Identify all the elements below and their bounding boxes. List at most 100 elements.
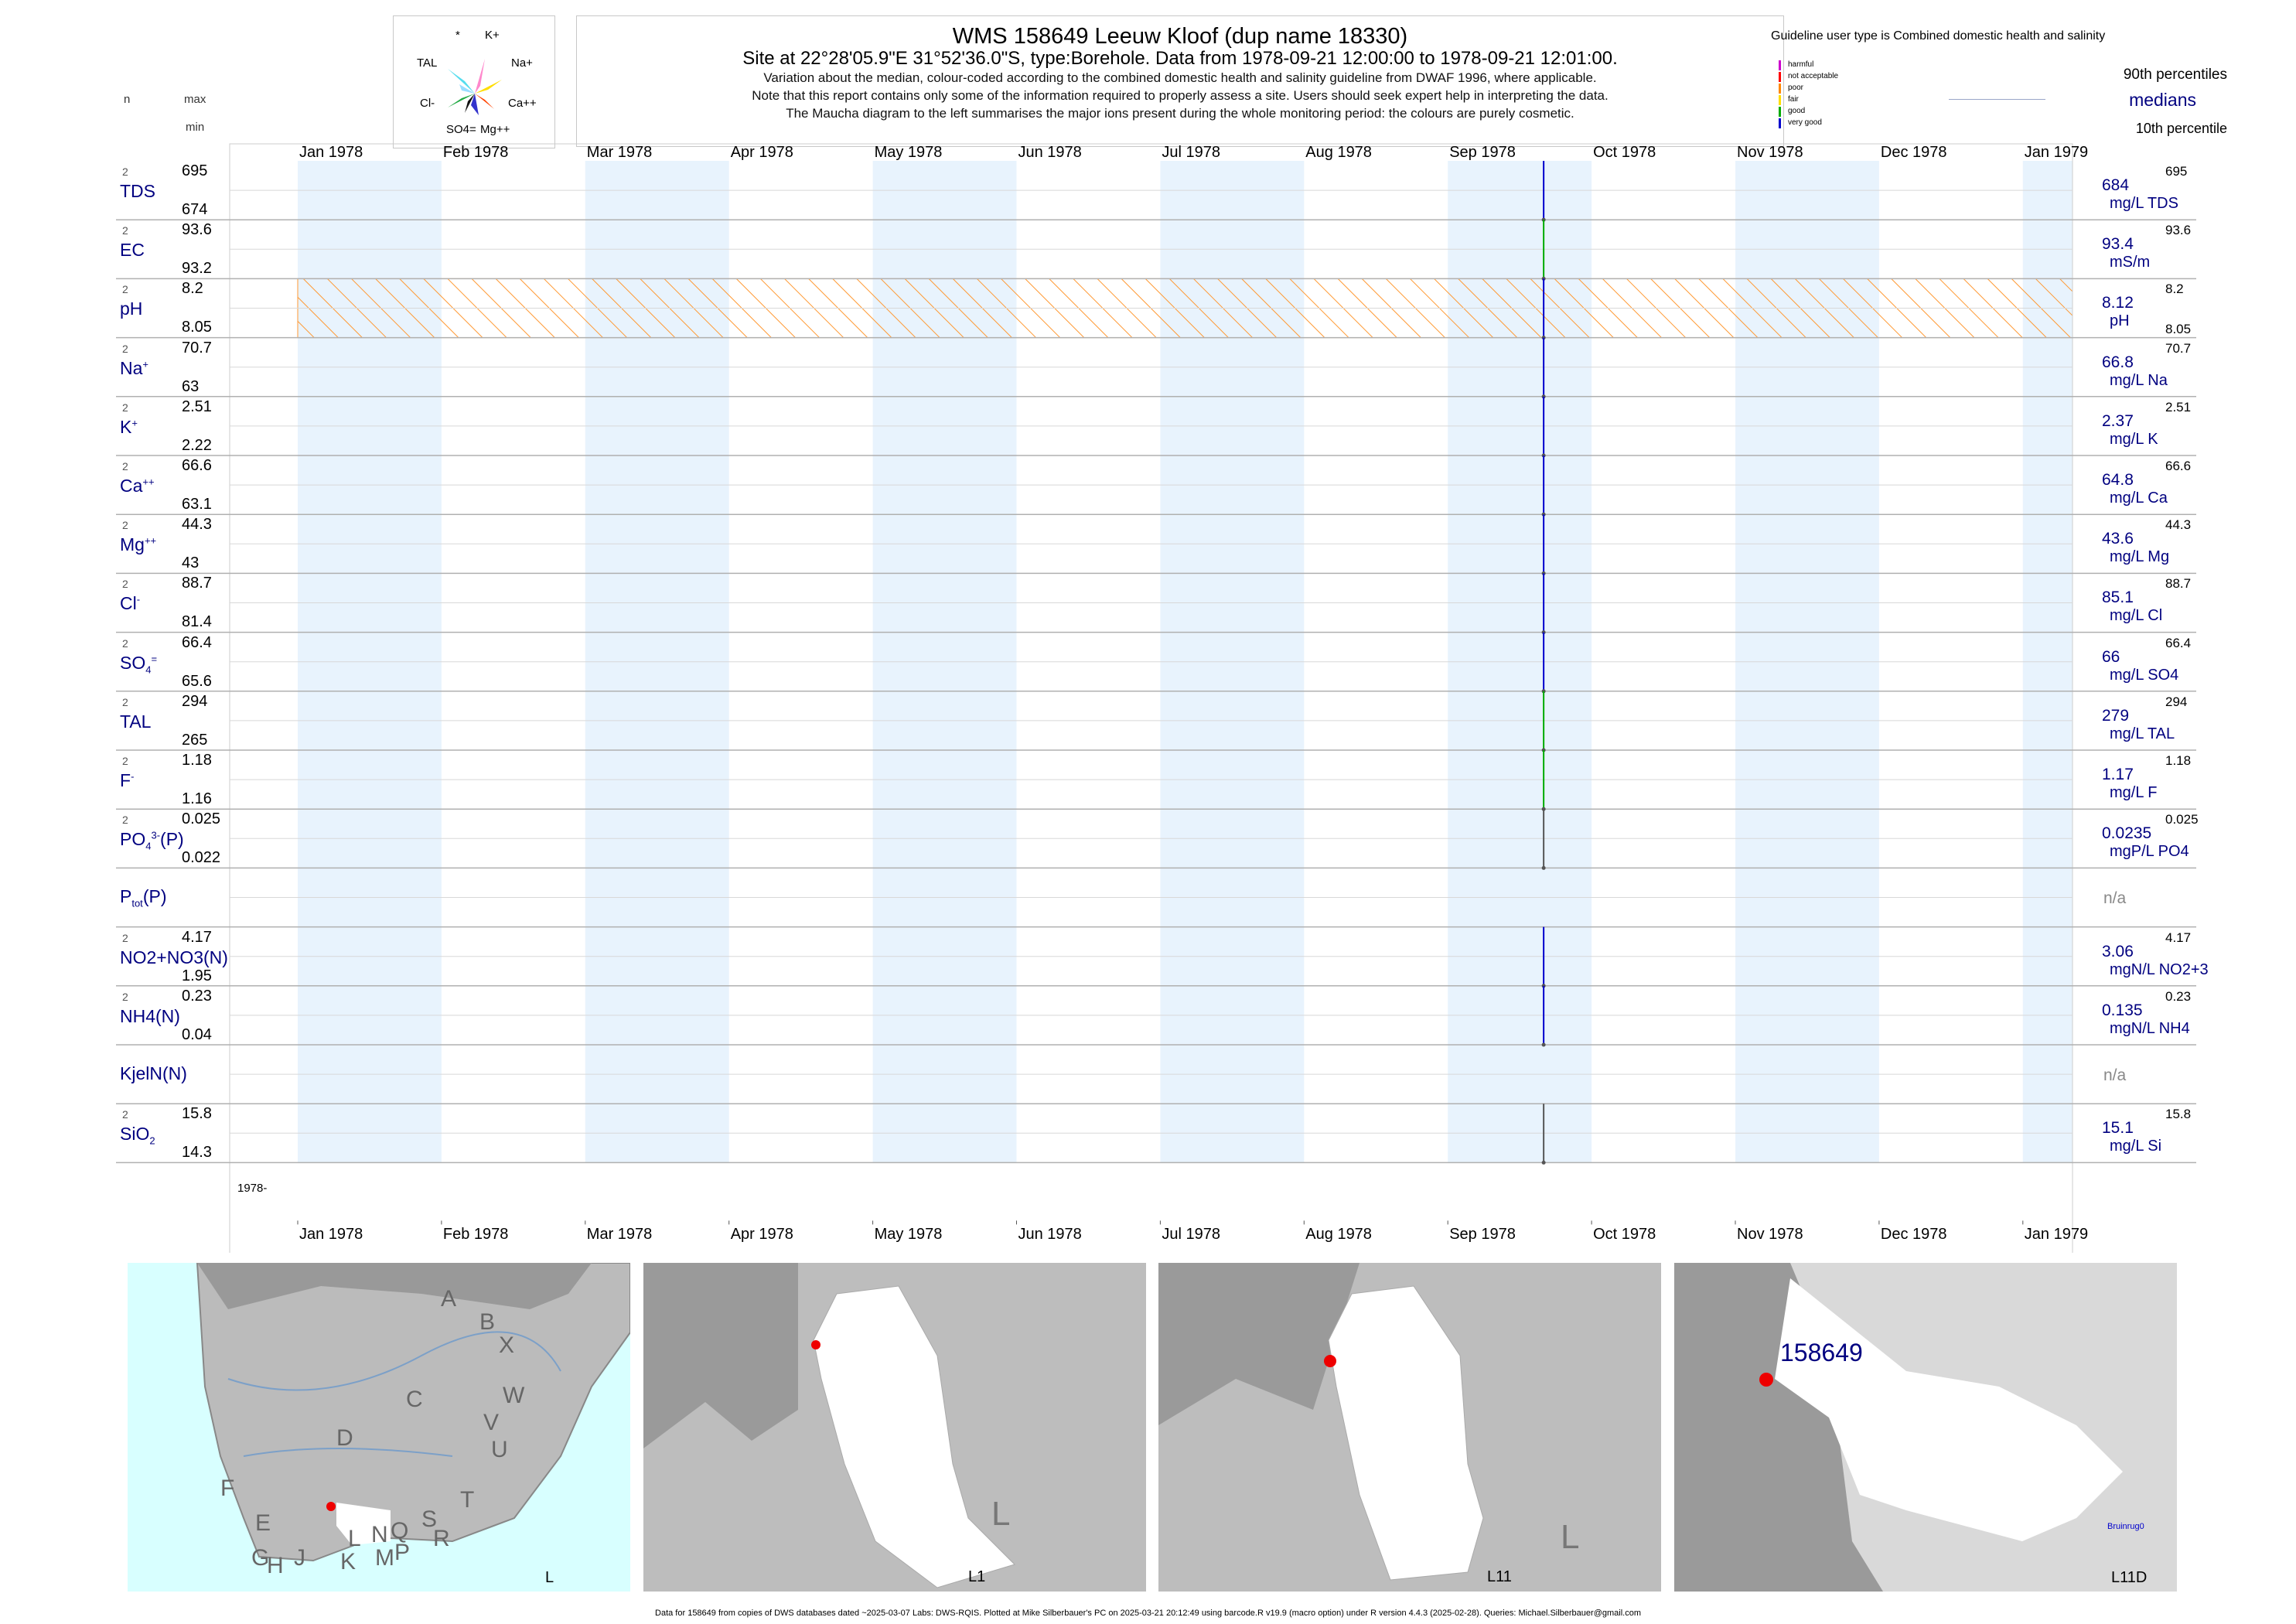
legend-swatch <box>1779 72 1781 82</box>
map-big-label: L <box>991 1495 1011 1533</box>
row-unit: mg/L K <box>2110 430 2158 448</box>
row-median: 0.0235 <box>2102 824 2152 843</box>
map-corner-label: L <box>545 1569 554 1586</box>
row-max: 294 <box>182 692 208 710</box>
map-region-label: B <box>479 1309 496 1335</box>
maucha-label: Na+ <box>511 56 533 70</box>
row-min: 14.3 <box>182 1144 212 1162</box>
row-unit: mgN/L NO2+3 <box>2110 960 2209 978</box>
row-n: 2 <box>122 1108 128 1121</box>
row-rmax: 4.17 <box>2165 930 2192 945</box>
map-region-label: E <box>255 1510 271 1536</box>
map-corner-label: L1 <box>968 1568 986 1585</box>
legend-swatch <box>1779 84 1781 94</box>
row-min: 65.6 <box>182 672 212 690</box>
row-min: 93.2 <box>182 260 212 278</box>
row-label: Na+ <box>120 357 148 378</box>
month-tick-label: Jan 1979 <box>2024 144 2089 161</box>
row-label: TAL <box>120 711 152 732</box>
row-n: 2 <box>122 695 128 708</box>
row-median: n/a <box>2103 889 2127 908</box>
map-site-label: 158649 <box>1780 1339 1863 1366</box>
report-note: The Maucha diagram to the left summarise… <box>786 106 1574 121</box>
sample-point <box>1541 865 1546 870</box>
row-max: 695 <box>182 162 208 179</box>
map-l1: L1 L <box>643 1263 1146 1592</box>
row-median: 684 <box>2102 176 2130 194</box>
row-max: 93.6 <box>182 221 212 239</box>
month-tick-label: May 1978 <box>874 144 943 161</box>
map-big-label: L <box>1561 1518 1580 1556</box>
year-label: 1978- <box>237 1182 268 1196</box>
row-min: 1.95 <box>182 967 212 984</box>
month-tick-label: Aug 1978 <box>1305 144 1372 161</box>
row-min: 63 <box>182 377 200 395</box>
row-label: PO43-(P) <box>120 829 184 852</box>
legend-swatch <box>1779 107 1781 117</box>
legend-class-label: fair <box>1788 95 1799 104</box>
row-max: 15.8 <box>182 1105 212 1123</box>
row-max: 0.23 <box>182 987 212 1005</box>
month-tick-label: Jan 1979 <box>2024 1226 2089 1244</box>
map-region-label: U <box>491 1437 508 1462</box>
legend: Guideline user type is Combined domestic… <box>1771 29 2235 145</box>
row-max: 66.6 <box>182 457 212 474</box>
row-n: 2 <box>122 460 128 473</box>
row-n: 2 <box>122 342 128 355</box>
month-tick-label: Jun 1978 <box>1018 144 1082 161</box>
legend-swatch <box>1779 60 1781 70</box>
row-min: 81.4 <box>182 613 212 631</box>
row-min: 265 <box>182 731 208 749</box>
legend-class-label: poor <box>1788 84 1804 92</box>
legend-class-label: good <box>1788 107 1806 115</box>
map-corner-label: L11 <box>1487 1568 1512 1585</box>
row-label: Ptot(P) <box>120 886 167 909</box>
month-tick-label: Jul 1978 <box>1162 144 1221 161</box>
maucha-diagram: * K+ TAL Na+ Cl- Ca++ SO4= Mg++ <box>393 15 555 148</box>
row-median: 66 <box>2102 647 2120 666</box>
report-title: WMS 158649 Leeuw Kloof (dup name 18330) <box>952 24 1408 49</box>
report-subtitle: Site at 22°28'05.9"E 31°52'36.0"S, type:… <box>742 48 1618 69</box>
map-region-label: H <box>267 1553 284 1578</box>
row-rmax: 0.23 <box>2165 988 2192 1004</box>
legend-swatch <box>1779 95 1781 105</box>
row-max: 4.17 <box>182 928 212 946</box>
month-tick-label: Jan 1978 <box>299 1226 363 1244</box>
row-rmax: 695 <box>2165 164 2188 179</box>
map-region-label: D <box>336 1425 353 1451</box>
row-min: 674 <box>182 201 208 218</box>
row-max: 8.2 <box>182 280 203 298</box>
map-region-label: J <box>294 1545 305 1571</box>
month-tick-label: Oct 1978 <box>1593 144 1656 161</box>
month-tick-label: Dec 1978 <box>1880 144 1947 161</box>
row-label: Mg++ <box>120 534 157 555</box>
row-label: KjelN(N) <box>120 1063 187 1083</box>
row-label: F- <box>120 770 135 790</box>
row-max: 70.7 <box>182 339 212 357</box>
legend-swatch <box>1779 118 1781 128</box>
month-tick-label: Jan 1978 <box>299 144 363 161</box>
map-region-label: V <box>483 1410 500 1435</box>
report-note: Note that this report contains only some… <box>752 88 1609 103</box>
legend-p10: 10th percentile <box>2135 121 2227 136</box>
row-min: 63.1 <box>182 496 212 513</box>
month-tick-label: Oct 1978 <box>1593 1226 1656 1244</box>
row-median: n/a <box>2103 1066 2127 1084</box>
map-region-label: L <box>348 1526 361 1551</box>
row-n: 2 <box>122 283 128 296</box>
month-tick-label: Aug 1978 <box>1305 1226 1372 1244</box>
report-note: Variation about the median, colour-coded… <box>763 70 1597 85</box>
row-max: 66.4 <box>182 633 212 651</box>
map-region-label: N <box>371 1522 388 1547</box>
map-region-label: Q <box>391 1518 409 1544</box>
month-tick-label: Dec 1978 <box>1880 1226 1947 1244</box>
row-label: Cl- <box>120 593 141 614</box>
row-max: 88.7 <box>182 575 212 592</box>
plot-frame <box>229 143 2073 1253</box>
row-median: 66.8 <box>2102 353 2134 371</box>
map-region-label: T <box>460 1487 475 1513</box>
row-label: SO4= <box>120 652 158 676</box>
row-min: 8.05 <box>182 319 212 336</box>
month-tick-label: Feb 1978 <box>442 1226 509 1244</box>
row-unit: mg/L F <box>2110 784 2158 801</box>
